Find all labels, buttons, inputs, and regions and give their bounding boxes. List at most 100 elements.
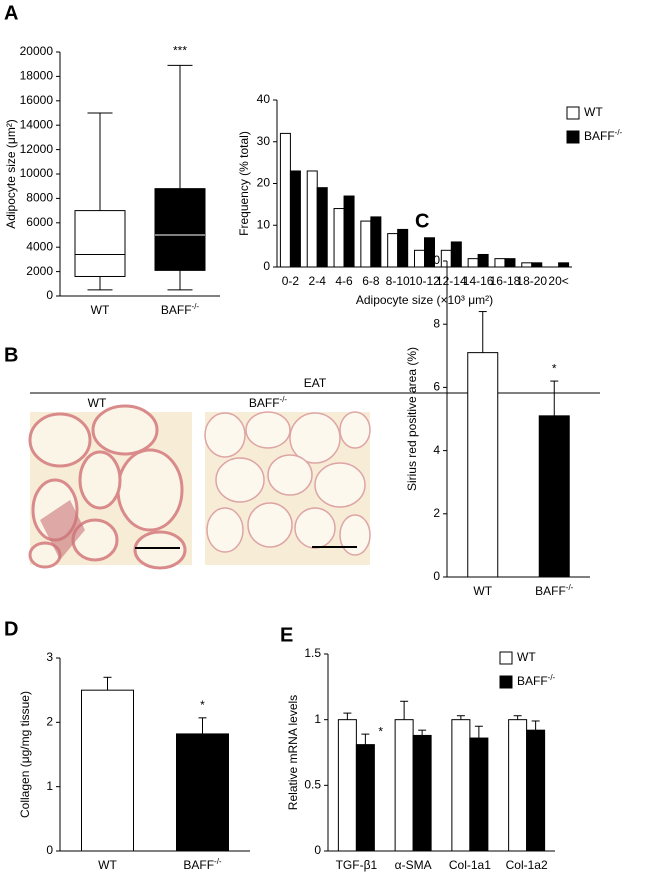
- x-tick-label: BAFF-/-: [161, 302, 200, 318]
- bar: [279, 132, 291, 268]
- x-tick-label: TGF-β1: [336, 858, 378, 872]
- y-tick-label: 8: [433, 316, 440, 330]
- box: [154, 188, 206, 271]
- bar: [414, 249, 425, 268]
- bar: [337, 719, 357, 852]
- y-axis-label: Relative mRNA levels: [286, 695, 300, 810]
- legend-label: BAFF-/-: [517, 673, 556, 689]
- bar: [412, 734, 432, 852]
- micrograph-label: WT: [88, 396, 107, 410]
- y-tick-label: 16000: [20, 93, 54, 107]
- y-tick-label: 10000: [20, 166, 54, 180]
- micrograph: [204, 411, 371, 565]
- micrograph-title: EAT: [304, 376, 327, 390]
- y-tick-label: 2: [433, 506, 440, 520]
- bar: [451, 719, 471, 852]
- y-axis-label: Adipocyte size (μm²): [4, 119, 18, 229]
- panel-label: C: [415, 210, 429, 232]
- superscript: -/-: [615, 128, 623, 137]
- y-tick-label: 6: [433, 380, 440, 394]
- bar: [343, 195, 355, 268]
- legend-label: BAFF-/-: [584, 128, 623, 144]
- panel-label: A: [4, 2, 18, 24]
- micrograph: [28, 404, 192, 570]
- x-tick-label: Col-1a1: [449, 858, 491, 872]
- y-axis-label: Sirius red positive area (%): [405, 347, 419, 491]
- bar: [440, 249, 452, 268]
- y-tick-label: 0: [433, 569, 440, 583]
- bar: [387, 233, 399, 268]
- x-tick-label: BAFF-/-: [183, 857, 222, 873]
- x-tick-label: BAFF-/-: [535, 583, 574, 599]
- y-tick-label: 6000: [26, 215, 53, 229]
- y-tick-label: 40: [257, 92, 271, 106]
- x-tick-label: 4-6: [335, 274, 353, 288]
- x-tick-label: 14-16: [463, 274, 494, 288]
- x-tick-label: WT: [473, 584, 492, 598]
- legend-swatch: [499, 675, 513, 689]
- x-tick-label: 8-10: [386, 274, 410, 288]
- y-tick-label: 2: [46, 715, 53, 729]
- y-tick-label: 4: [433, 443, 440, 457]
- y-tick-label: 1: [314, 712, 321, 726]
- y-tick-label: 20000: [20, 44, 54, 58]
- legend-label: WT: [584, 105, 603, 119]
- bar: [558, 262, 570, 268]
- annotation: ***: [173, 44, 187, 58]
- bar: [538, 415, 570, 578]
- annotation: *: [552, 361, 557, 375]
- x-tick-label: Col-1a2: [506, 858, 548, 872]
- box: [74, 210, 126, 277]
- bar: [526, 729, 546, 852]
- y-axis-label: Frequency (% total): [237, 131, 251, 236]
- bar: [397, 228, 409, 268]
- panel-label: D: [4, 618, 18, 640]
- y-tick-label: 1.5: [304, 646, 321, 660]
- superscript: -/-: [548, 673, 556, 682]
- y-tick-label: 4000: [26, 239, 53, 253]
- x-tick-label: 2-4: [309, 274, 327, 288]
- y-tick-label: 0: [46, 288, 53, 302]
- bar: [450, 241, 462, 268]
- x-tick-label: α-SMA: [395, 858, 432, 872]
- bar: [504, 258, 516, 268]
- bar: [469, 737, 489, 852]
- superscript: -/-: [566, 583, 574, 592]
- bar: [467, 258, 479, 268]
- bar: [360, 220, 372, 268]
- y-tick-label: 0.5: [304, 778, 321, 792]
- bar: [355, 744, 375, 852]
- y-tick-label: 10: [257, 217, 271, 231]
- superscript: -/-: [192, 302, 200, 311]
- x-tick-label: 0-2: [282, 274, 300, 288]
- annotation: *: [378, 724, 383, 738]
- bar: [333, 208, 345, 268]
- legend-swatch: [566, 130, 580, 144]
- bar: [394, 719, 414, 852]
- x-tick-label: 10-12: [409, 274, 440, 288]
- bar: [521, 262, 533, 268]
- y-tick-label: 0: [263, 259, 270, 273]
- y-tick-label: 1: [46, 779, 53, 793]
- bar: [370, 216, 382, 268]
- y-tick-label: 12000: [20, 142, 54, 156]
- y-tick-label: 30: [257, 134, 271, 148]
- bar: [477, 253, 489, 268]
- micrograph-label: BAFF-/-: [249, 395, 288, 411]
- bar: [424, 237, 435, 268]
- x-tick-label: WT: [98, 858, 117, 872]
- legend-swatch: [499, 651, 513, 665]
- y-tick-label: 10: [427, 253, 441, 267]
- x-tick-label: WT: [91, 303, 110, 317]
- x-tick-label: 16-18: [490, 274, 521, 288]
- bar: [316, 187, 328, 268]
- x-tick-label: 6-8: [362, 274, 380, 288]
- bar: [531, 262, 543, 268]
- y-tick-label: 0: [314, 843, 321, 857]
- bar: [176, 733, 229, 852]
- bar: [289, 170, 301, 268]
- x-tick-label: 18-20: [516, 274, 547, 288]
- superscript: -/-: [280, 395, 288, 404]
- bar: [81, 689, 134, 852]
- legend-label: WT: [517, 650, 536, 664]
